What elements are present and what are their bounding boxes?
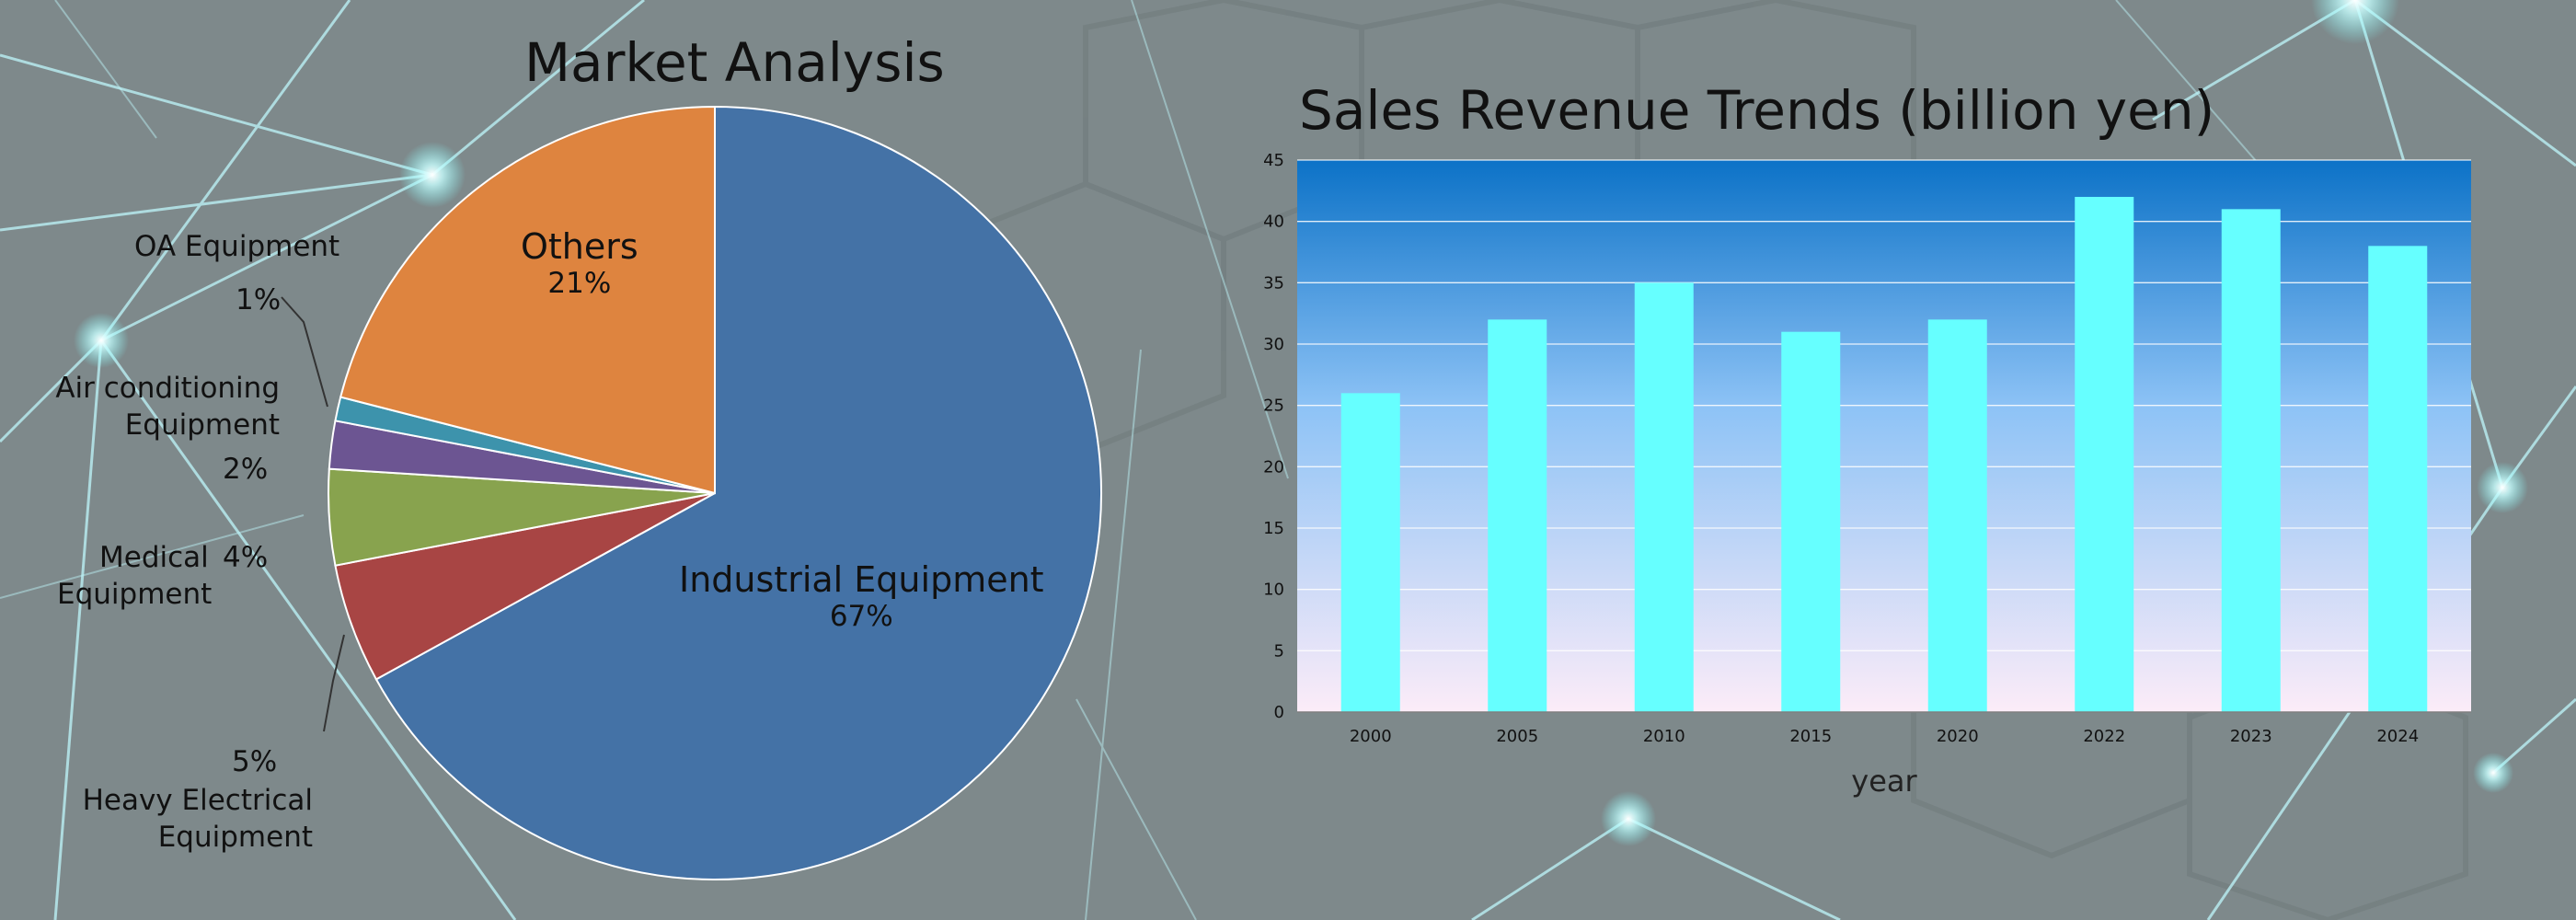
- pie-label-heavy-line1: Heavy Electrical: [82, 784, 313, 817]
- y-tick-label: 45: [1263, 151, 1284, 170]
- pie-label-air-line1: Air conditioning: [55, 372, 280, 405]
- pie-label-others-name: Others: [521, 226, 638, 267]
- pie-label-air: Air conditioning Equipment: [50, 370, 280, 443]
- x-tick-label: 2005: [1496, 727, 1538, 746]
- bar-2000: [1340, 393, 1400, 712]
- pie-label-heavy-pct: 5%: [232, 745, 278, 778]
- pie-label-heavy-line2: Equipment: [157, 821, 313, 854]
- market-pie-chart: [281, 105, 1102, 880]
- bar-2022: [2075, 197, 2134, 712]
- pie-label-medical-line2: Equipment: [57, 578, 213, 611]
- pie-label-industrial: Industrial Equipment 67%: [679, 559, 1044, 633]
- pie-label-medical-pct: 4%: [223, 541, 269, 574]
- y-tick-label: 0: [1274, 703, 1284, 722]
- sales-bar-chart: 0 5 10 15 20 25 30 35 40 45 2000 2005 2010 2015 2020 20…: [1263, 151, 2471, 799]
- x-tick-label: 2015: [1789, 727, 1832, 746]
- leader-line-oa: [281, 296, 328, 408]
- pie-label-air-line2: Equipment: [124, 408, 280, 442]
- pie-slice-industrial-equipment: [374, 105, 1102, 880]
- y-tick-label: 20: [1263, 457, 1284, 477]
- bar-2024: [2368, 246, 2428, 712]
- y-tick-label: 25: [1263, 397, 1284, 416]
- bar-2023: [2221, 209, 2281, 712]
- bar-2005: [1488, 319, 1547, 712]
- x-tick-label: 2010: [1643, 727, 1685, 746]
- pie-slice-others: [339, 105, 716, 495]
- pie-label-heavy: Heavy Electrical Equipment: [64, 782, 313, 856]
- pie-label-industrial-name: Industrial Equipment: [679, 559, 1044, 600]
- pie-chart-title: Market Analysis: [524, 31, 945, 94]
- pie-label-medical: Medical: [99, 541, 209, 574]
- pie-label-oa: OA Equipment: [134, 230, 340, 263]
- pie-label-others-pct: 21%: [547, 267, 612, 300]
- plot-area: [1297, 160, 2471, 712]
- pie-label-others: Others 21%: [521, 226, 638, 300]
- x-tick-label: 2020: [1937, 727, 1979, 746]
- bar-2020: [1927, 319, 1987, 712]
- bar-2015: [1781, 331, 1841, 712]
- y-tick-label: 30: [1263, 335, 1284, 354]
- x-tick-label: 2024: [2376, 727, 2419, 746]
- y-tick-label: 10: [1263, 581, 1284, 600]
- pie-label-oa-pct: 1%: [236, 283, 282, 316]
- y-tick-label: 15: [1263, 519, 1284, 538]
- leader-line-heavy: [323, 634, 345, 732]
- y-tick-label: 40: [1263, 213, 1284, 232]
- pie-label-industrial-pct: 67%: [829, 600, 893, 633]
- bar-2010: [1634, 282, 1694, 712]
- y-tick-label: 35: [1263, 273, 1284, 293]
- y-tick-label: 5: [1274, 641, 1284, 661]
- bar-chart-title: Sales Revenue Trends (billion yen): [1299, 79, 2215, 142]
- x-tick-label: 2000: [1350, 727, 1392, 746]
- x-tick-label: 2023: [2230, 727, 2272, 746]
- pie-label-air-pct: 2%: [223, 453, 269, 486]
- x-tick-label: 2022: [2083, 727, 2125, 746]
- x-axis-title: year: [1851, 764, 1917, 799]
